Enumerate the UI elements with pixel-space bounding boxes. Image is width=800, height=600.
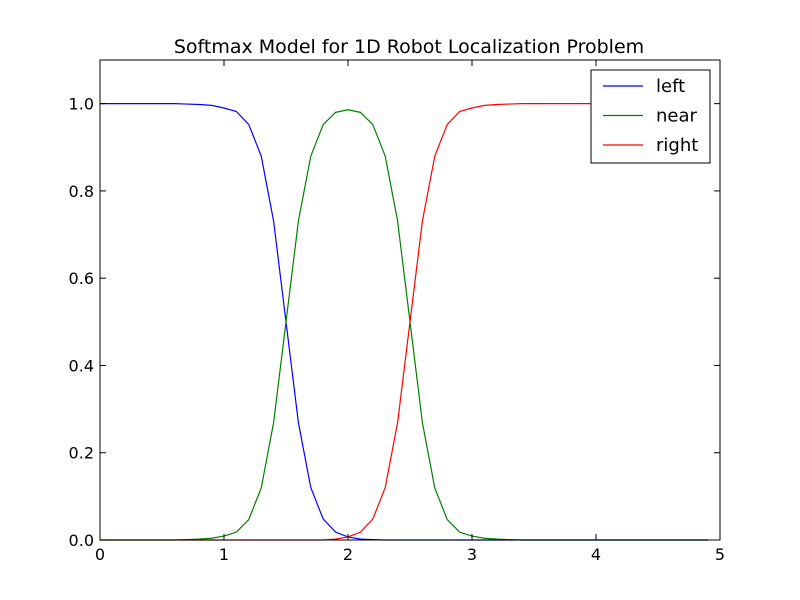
y-tick-label: 0.6 bbox=[69, 269, 94, 288]
y-tick-label: 0.8 bbox=[69, 182, 94, 201]
y-tick-label: 0.0 bbox=[69, 531, 94, 550]
series-line-near bbox=[100, 109, 708, 541]
legend-label-left: left bbox=[656, 76, 685, 97]
series-line-left bbox=[100, 103, 708, 541]
x-tick-label: 2 bbox=[343, 545, 353, 564]
x-tick-label: 4 bbox=[591, 545, 601, 564]
x-tick-label: 1 bbox=[219, 545, 229, 564]
legend: left near right bbox=[590, 69, 711, 164]
x-tick-label: 5 bbox=[715, 545, 725, 564]
legend-label-near: near bbox=[656, 106, 698, 127]
tick-layer: 0 1 2 3 4 5 0.0 0.2 0.4 0.6 0.8 1.0 bbox=[69, 60, 725, 564]
y-tick-label: 1.0 bbox=[69, 95, 94, 114]
plot-frame bbox=[99, 59, 721, 541]
x-tick-label: 3 bbox=[467, 545, 477, 564]
y-tick-label: 0.4 bbox=[69, 356, 94, 375]
series-layer bbox=[100, 103, 708, 541]
y-tick-label: 0.2 bbox=[69, 444, 94, 463]
x-tick-label: 0 bbox=[95, 545, 105, 564]
legend-label-right: right bbox=[656, 135, 698, 156]
series-line-right bbox=[100, 103, 708, 541]
chart-title: Softmax Model for 1D Robot Localization … bbox=[174, 36, 644, 58]
